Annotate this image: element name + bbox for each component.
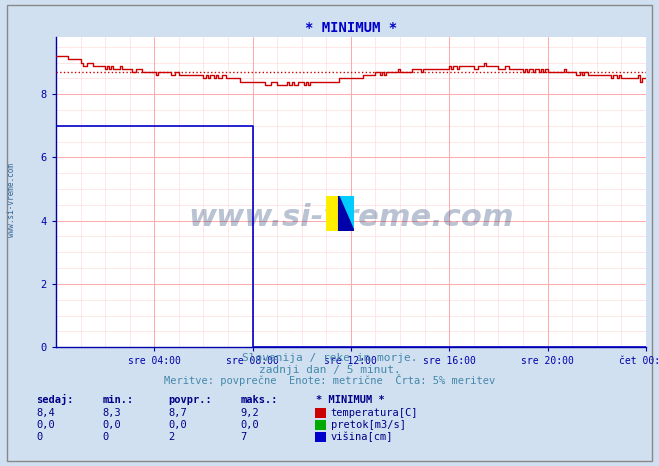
Title: * MINIMUM *: * MINIMUM *: [305, 21, 397, 35]
Text: sedaj:: sedaj:: [36, 394, 74, 405]
Text: pretok[m3/s]: pretok[m3/s]: [331, 420, 406, 430]
Text: višina[cm]: višina[cm]: [331, 432, 393, 442]
Text: www.si-vreme.com: www.si-vreme.com: [7, 164, 16, 237]
Text: 8,4: 8,4: [36, 408, 55, 418]
Text: www.si-vreme.com: www.si-vreme.com: [188, 203, 514, 232]
Text: min.:: min.:: [102, 395, 133, 405]
Text: 0: 0: [36, 432, 42, 442]
Text: 0,0: 0,0: [36, 420, 55, 430]
Text: temperatura[C]: temperatura[C]: [331, 408, 418, 418]
Text: 9,2: 9,2: [241, 408, 259, 418]
Text: Slovenija / reke in morje.: Slovenija / reke in morje.: [242, 353, 417, 363]
Polygon shape: [339, 196, 354, 231]
Text: * MINIMUM *: * MINIMUM *: [316, 395, 385, 405]
Text: 8,7: 8,7: [168, 408, 186, 418]
Text: zadnji dan / 5 minut.: zadnji dan / 5 minut.: [258, 365, 401, 375]
Text: Meritve: povprečne  Enote: metrične  Črta: 5% meritev: Meritve: povprečne Enote: metrične Črta:…: [164, 375, 495, 386]
Text: maks.:: maks.:: [241, 395, 278, 405]
Polygon shape: [339, 196, 354, 231]
Text: 0,0: 0,0: [241, 420, 259, 430]
Text: 0: 0: [102, 432, 108, 442]
Text: 8,3: 8,3: [102, 408, 121, 418]
Text: povpr.:: povpr.:: [168, 395, 212, 405]
Text: 2: 2: [168, 432, 174, 442]
Text: 0,0: 0,0: [168, 420, 186, 430]
Text: 7: 7: [241, 432, 246, 442]
Text: 0,0: 0,0: [102, 420, 121, 430]
